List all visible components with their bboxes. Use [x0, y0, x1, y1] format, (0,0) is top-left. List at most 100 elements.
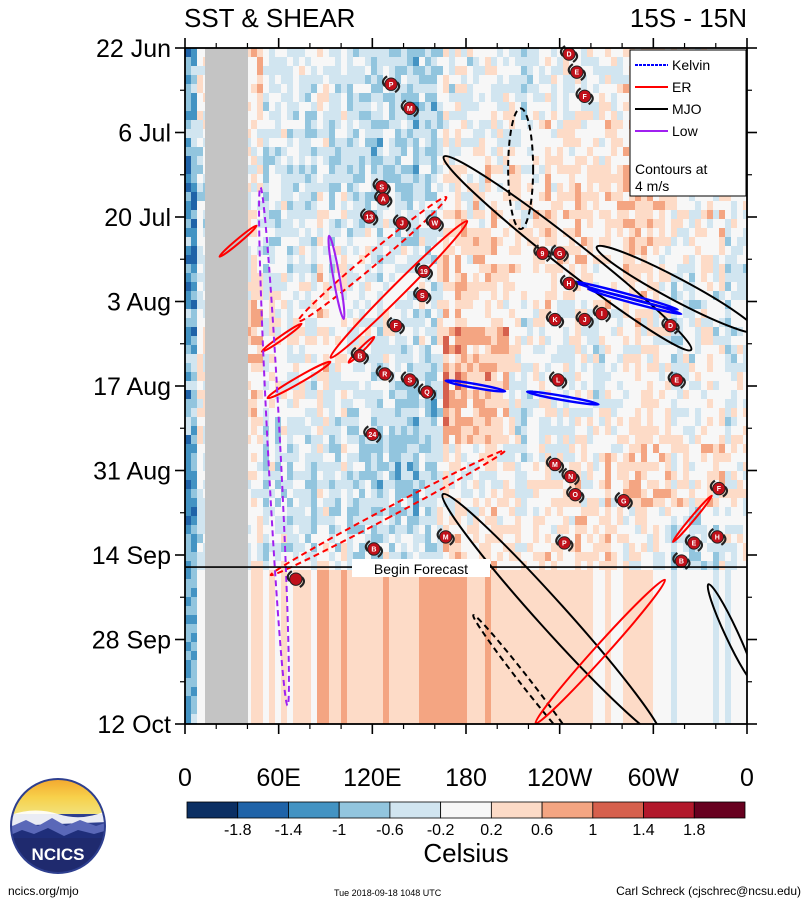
heat-cell — [647, 318, 654, 328]
heat-cell — [575, 210, 582, 220]
heat-cell — [665, 417, 672, 427]
heat-cell — [257, 210, 264, 220]
heat-cell — [317, 57, 324, 67]
heat-cell — [677, 390, 684, 400]
heat-cell — [611, 462, 618, 472]
heat-cell — [713, 354, 720, 364]
heat-cell — [401, 516, 408, 526]
heat-cell — [251, 75, 258, 85]
heat-cell — [707, 426, 714, 436]
heat-cell — [737, 390, 744, 400]
heat-cell — [743, 426, 747, 436]
heat-cell — [413, 516, 420, 526]
heat-cell — [431, 444, 438, 454]
heat-cell — [557, 237, 564, 247]
heat-cell — [623, 210, 630, 220]
heat-cell — [191, 201, 198, 211]
heat-cell — [623, 426, 630, 436]
heat-cell — [671, 219, 678, 229]
heat-cell — [413, 48, 420, 58]
heat-cell — [305, 363, 312, 373]
heat-cell — [371, 84, 378, 94]
heat-cell — [737, 336, 744, 346]
heat-cell — [599, 399, 606, 409]
heat-cell — [503, 399, 510, 409]
heat-cell — [707, 309, 714, 319]
heat-cell — [323, 129, 330, 139]
heat-cell — [623, 192, 630, 202]
heat-cell — [629, 300, 636, 310]
heat-cell — [503, 228, 510, 238]
heat-cell — [263, 309, 270, 319]
heat-cell — [383, 390, 390, 400]
heat-cell — [509, 129, 516, 139]
heat-cell — [461, 165, 468, 175]
heat-cell — [389, 327, 396, 337]
heat-cell — [647, 354, 654, 364]
heat-cell — [641, 345, 648, 355]
heat-cell — [653, 336, 660, 346]
heat-cell — [347, 165, 354, 175]
heat-cell — [323, 498, 330, 508]
heat-cell — [407, 129, 414, 139]
heat-cell — [191, 327, 198, 337]
heat-cell — [713, 507, 720, 517]
heat-cell — [509, 66, 516, 76]
heat-cell — [653, 354, 660, 364]
heat-cell — [359, 147, 366, 157]
heat-cell — [419, 489, 426, 499]
heat-cell — [401, 282, 408, 292]
heat-cell — [443, 435, 450, 445]
heat-cell — [515, 318, 522, 328]
heat-cell — [515, 444, 522, 454]
heat-cell — [575, 426, 582, 436]
heat-cell — [449, 381, 456, 391]
heat-cell — [593, 381, 600, 391]
heat-cell — [377, 417, 384, 427]
heat-cell — [395, 237, 402, 247]
heat-cell — [581, 417, 588, 427]
heat-cell — [383, 516, 390, 526]
heat-cell — [605, 111, 612, 121]
heat-cell — [323, 363, 330, 373]
heat-cell — [653, 471, 660, 481]
heat-cell — [671, 480, 678, 490]
heat-cell — [329, 309, 336, 319]
heat-cell — [251, 525, 258, 535]
heat-cell — [335, 210, 342, 220]
heat-cell — [401, 210, 408, 220]
heat-cell — [593, 417, 600, 427]
heat-cell — [479, 129, 486, 139]
heat-cell — [575, 408, 582, 418]
heat-cell — [281, 408, 288, 418]
heat-cell — [605, 390, 612, 400]
heat-cell — [719, 417, 726, 427]
heat-cell — [521, 426, 528, 436]
heat-cell — [263, 255, 270, 265]
heat-cell — [533, 426, 540, 436]
heat-cell — [671, 273, 678, 283]
heat-cell — [521, 498, 528, 508]
heat-cell — [395, 480, 402, 490]
heat-cell — [443, 462, 450, 472]
heat-cell — [653, 282, 660, 292]
heat-cell — [521, 462, 528, 472]
heat-cell — [515, 210, 522, 220]
heat-cell — [491, 147, 498, 157]
heat-cell — [731, 291, 738, 301]
heat-cell — [737, 363, 744, 373]
heat-cell — [551, 327, 558, 337]
heat-cell — [599, 516, 606, 526]
heat-cell — [383, 201, 390, 211]
heat-cell — [323, 255, 330, 265]
heat-cell — [353, 444, 360, 454]
heat-cell — [257, 138, 264, 148]
heat-cell — [635, 471, 642, 481]
heat-cell — [311, 138, 318, 148]
heat-cell — [551, 399, 558, 409]
heat-cell — [335, 462, 342, 472]
heat-cell — [527, 336, 534, 346]
heat-cell — [245, 183, 252, 193]
heat-cell — [515, 129, 522, 139]
heat-cell — [197, 48, 204, 58]
